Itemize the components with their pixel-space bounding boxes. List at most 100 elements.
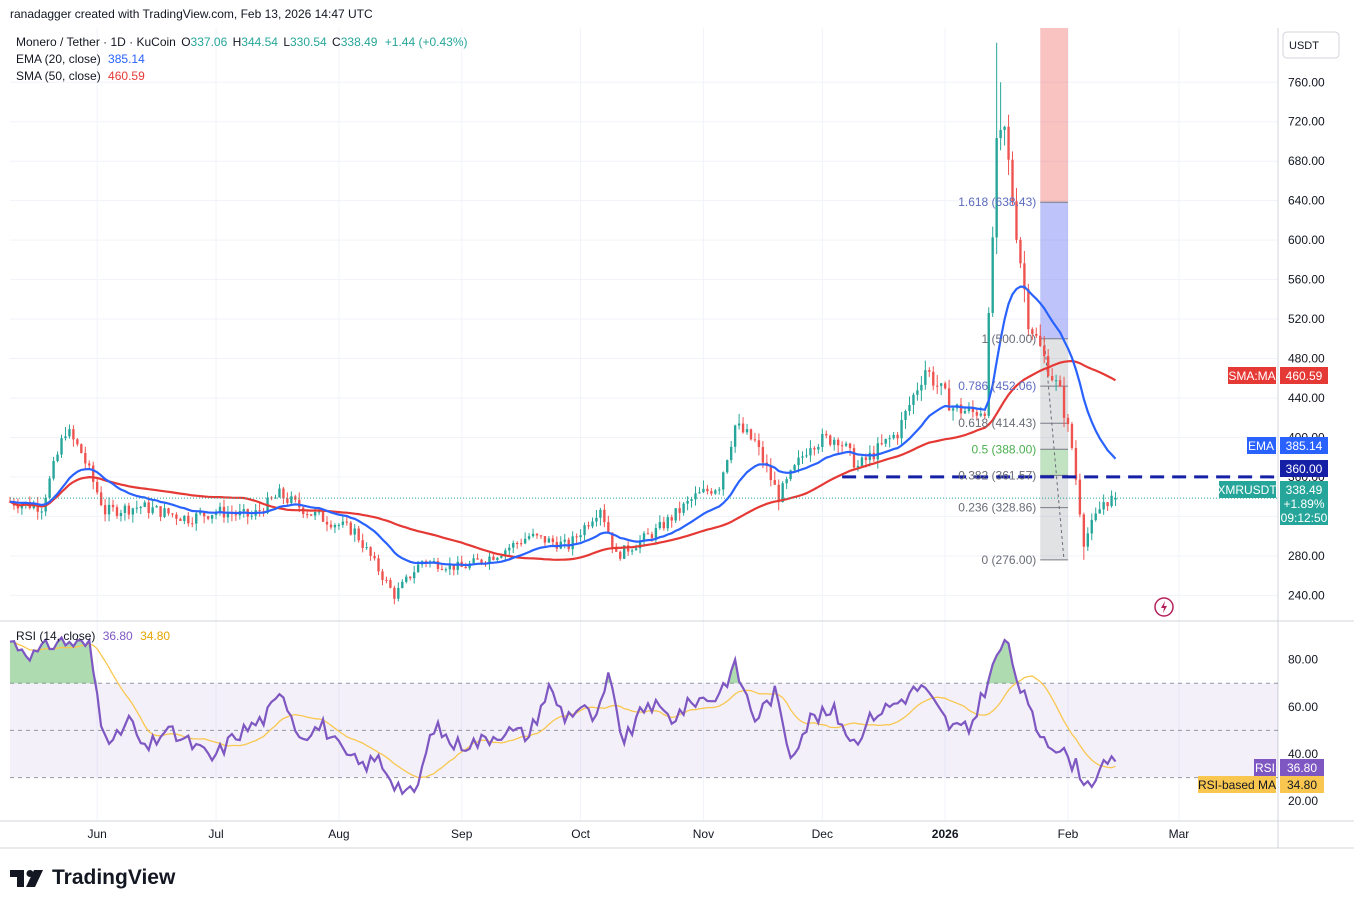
candle-body (361, 540, 364, 548)
candle-body (1066, 417, 1070, 425)
candle-body (305, 514, 309, 516)
price-candles (8, 42, 1117, 605)
high-value: 344.54 (241, 35, 278, 49)
rsi-overbought-fill (10, 637, 1116, 684)
candle-body (714, 490, 717, 494)
candle-body (603, 509, 606, 523)
candle-body (187, 515, 190, 524)
candle-body (1110, 495, 1113, 507)
fib-zone-lower[interactable] (1040, 475, 1068, 560)
time-tick-label: Jul (208, 827, 223, 841)
candle-body (405, 576, 408, 582)
candle-body (409, 576, 412, 579)
candle-body (381, 571, 384, 580)
candle-body (583, 525, 586, 536)
candle-body (801, 456, 804, 458)
candle-body (912, 394, 915, 405)
legend-sma-row[interactable]: SMA (50, close) 460.59 (16, 69, 145, 83)
candle-body (329, 524, 333, 528)
candle-body (448, 563, 452, 570)
candle-body (1094, 513, 1097, 520)
candle-body (218, 506, 222, 513)
tradingview-logo[interactable]: TradingView (10, 866, 175, 890)
candle-body (143, 502, 146, 507)
candle-body (1043, 345, 1046, 357)
extension-zone[interactable] (1040, 202, 1068, 339)
candle-body (785, 479, 788, 484)
candle-body (876, 443, 879, 460)
candle-body (32, 504, 35, 509)
candle-body (135, 507, 138, 509)
candle-body (210, 514, 214, 519)
candle-body (571, 536, 574, 550)
rsi-pane[interactable] (9, 635, 1278, 796)
time-axis[interactable]: Jun Jul Aug Sep Oct Nov Dec 2026 Feb Mar (87, 827, 1189, 841)
candle-body (1090, 519, 1093, 534)
candle-body (947, 388, 951, 411)
candle-body (745, 429, 749, 433)
lightning-icon[interactable] (1154, 597, 1174, 617)
candle-body (1027, 289, 1030, 330)
candle-body (202, 512, 206, 517)
candle-body (250, 515, 253, 517)
candle-body (1039, 335, 1042, 346)
candle-body (64, 436, 67, 439)
candle-body (234, 514, 238, 516)
symbol-title: Monero / Tether · 1D · KuCoin (16, 35, 176, 49)
fibonacci-zone[interactable] (1040, 28, 1068, 561)
candle-body (1046, 356, 1050, 376)
candle-body (99, 492, 103, 506)
candle-body (36, 504, 39, 512)
price-badge-name: XMRUSDT (1217, 483, 1277, 497)
tradingview-logo-icon (10, 870, 43, 887)
rsi-ma-badge-value: 34.80 (1287, 778, 1317, 792)
candle-body (444, 569, 448, 571)
candle-body (1074, 447, 1078, 480)
candle-body (741, 423, 745, 433)
candle-body (1054, 380, 1058, 382)
candle-body (115, 507, 119, 516)
candle-body (84, 453, 87, 464)
level-badge-value: 360.00 (1286, 462, 1323, 476)
candle-body (119, 512, 123, 516)
candle-body (622, 545, 626, 559)
candle-body (504, 550, 507, 557)
candle-body (975, 412, 979, 416)
candle-body (706, 488, 709, 492)
candle-body (309, 514, 313, 516)
candle-body (155, 506, 158, 508)
rsi-line (9, 635, 1117, 796)
candle-body (163, 508, 166, 517)
candle-body (777, 484, 780, 503)
candle-body (587, 525, 590, 527)
ema-badge-value: 385.14 (1286, 439, 1323, 453)
currency-button[interactable] (1282, 31, 1340, 59)
candle-body (151, 507, 154, 513)
legend-rsi-row[interactable]: RSI (14, close) 36.80 34.80 (16, 629, 170, 643)
candle-body (1078, 479, 1082, 515)
candle-body (967, 407, 971, 412)
candle-body (1050, 375, 1054, 381)
candle-body (599, 509, 602, 518)
fib-level-label: 1.618 (638.43) (958, 195, 1036, 209)
risk-zone[interactable] (1040, 28, 1068, 203)
candle-body (92, 465, 95, 482)
candle-body (650, 534, 654, 539)
price-tick-label: 280.00 (1288, 549, 1325, 563)
candle-body (983, 413, 986, 416)
candle-body (183, 515, 186, 521)
candle-body (797, 457, 800, 466)
candle-body (258, 510, 261, 512)
legend-ema-row[interactable]: EMA (20, close) 385.14 (16, 52, 145, 66)
candle-body (749, 429, 753, 440)
open-value: 337.06 (191, 35, 228, 49)
candle-body (856, 465, 860, 468)
candle-body (345, 521, 349, 523)
candle-body (829, 435, 832, 445)
candle-body (1062, 386, 1066, 418)
time-tick-label: Oct (571, 827, 590, 841)
candle-body (349, 522, 352, 535)
rsi-axis[interactable]: 20.00 40.00 60.00 80.00 (1288, 653, 1318, 808)
candle-body (836, 439, 840, 446)
